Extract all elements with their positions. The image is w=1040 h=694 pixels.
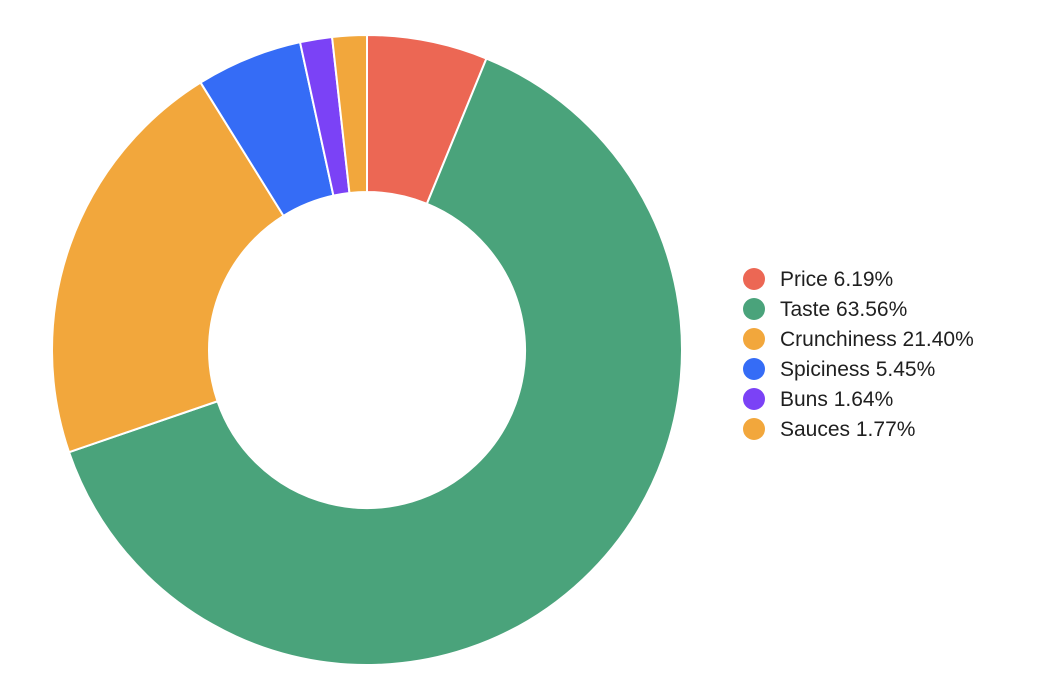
- legend-swatch-buns: [743, 388, 765, 410]
- legend-label-buns: Buns 1.64%: [780, 388, 893, 411]
- legend-swatch-taste: [743, 298, 765, 320]
- donut-slices: [51, 34, 683, 666]
- slice-taste: [68, 57, 683, 666]
- legend-label-taste: Taste 63.56%: [780, 298, 907, 321]
- legend-swatch-spiciness: [743, 358, 765, 380]
- legend-item-crunchiness: Crunchiness 21.40%: [743, 328, 974, 351]
- legend-label-sauces: Sauces 1.77%: [780, 418, 915, 441]
- legend-label-crunchiness: Crunchiness 21.40%: [780, 328, 974, 351]
- legend-label-price: Price 6.19%: [780, 268, 893, 291]
- legend-label-spiciness: Spiciness 5.45%: [780, 358, 935, 381]
- legend-item-buns: Buns 1.64%: [743, 388, 893, 411]
- legend-item-price: Price 6.19%: [743, 268, 893, 291]
- legend: Price 6.19% Taste 63.56% Crunchiness 21.40…: [743, 268, 974, 441]
- legend-swatch-crunchiness: [743, 328, 765, 350]
- legend-item-spiciness: Spiciness 5.45%: [743, 358, 935, 381]
- slice-sauces: [331, 34, 368, 194]
- legend-swatch-sauces: [743, 418, 765, 440]
- legend-item-sauces: Sauces 1.77%: [743, 418, 915, 441]
- legend-swatch-price: [743, 268, 765, 290]
- legend-item-taste: Taste 63.56%: [743, 298, 907, 321]
- slice-crunchiness: [51, 81, 285, 454]
